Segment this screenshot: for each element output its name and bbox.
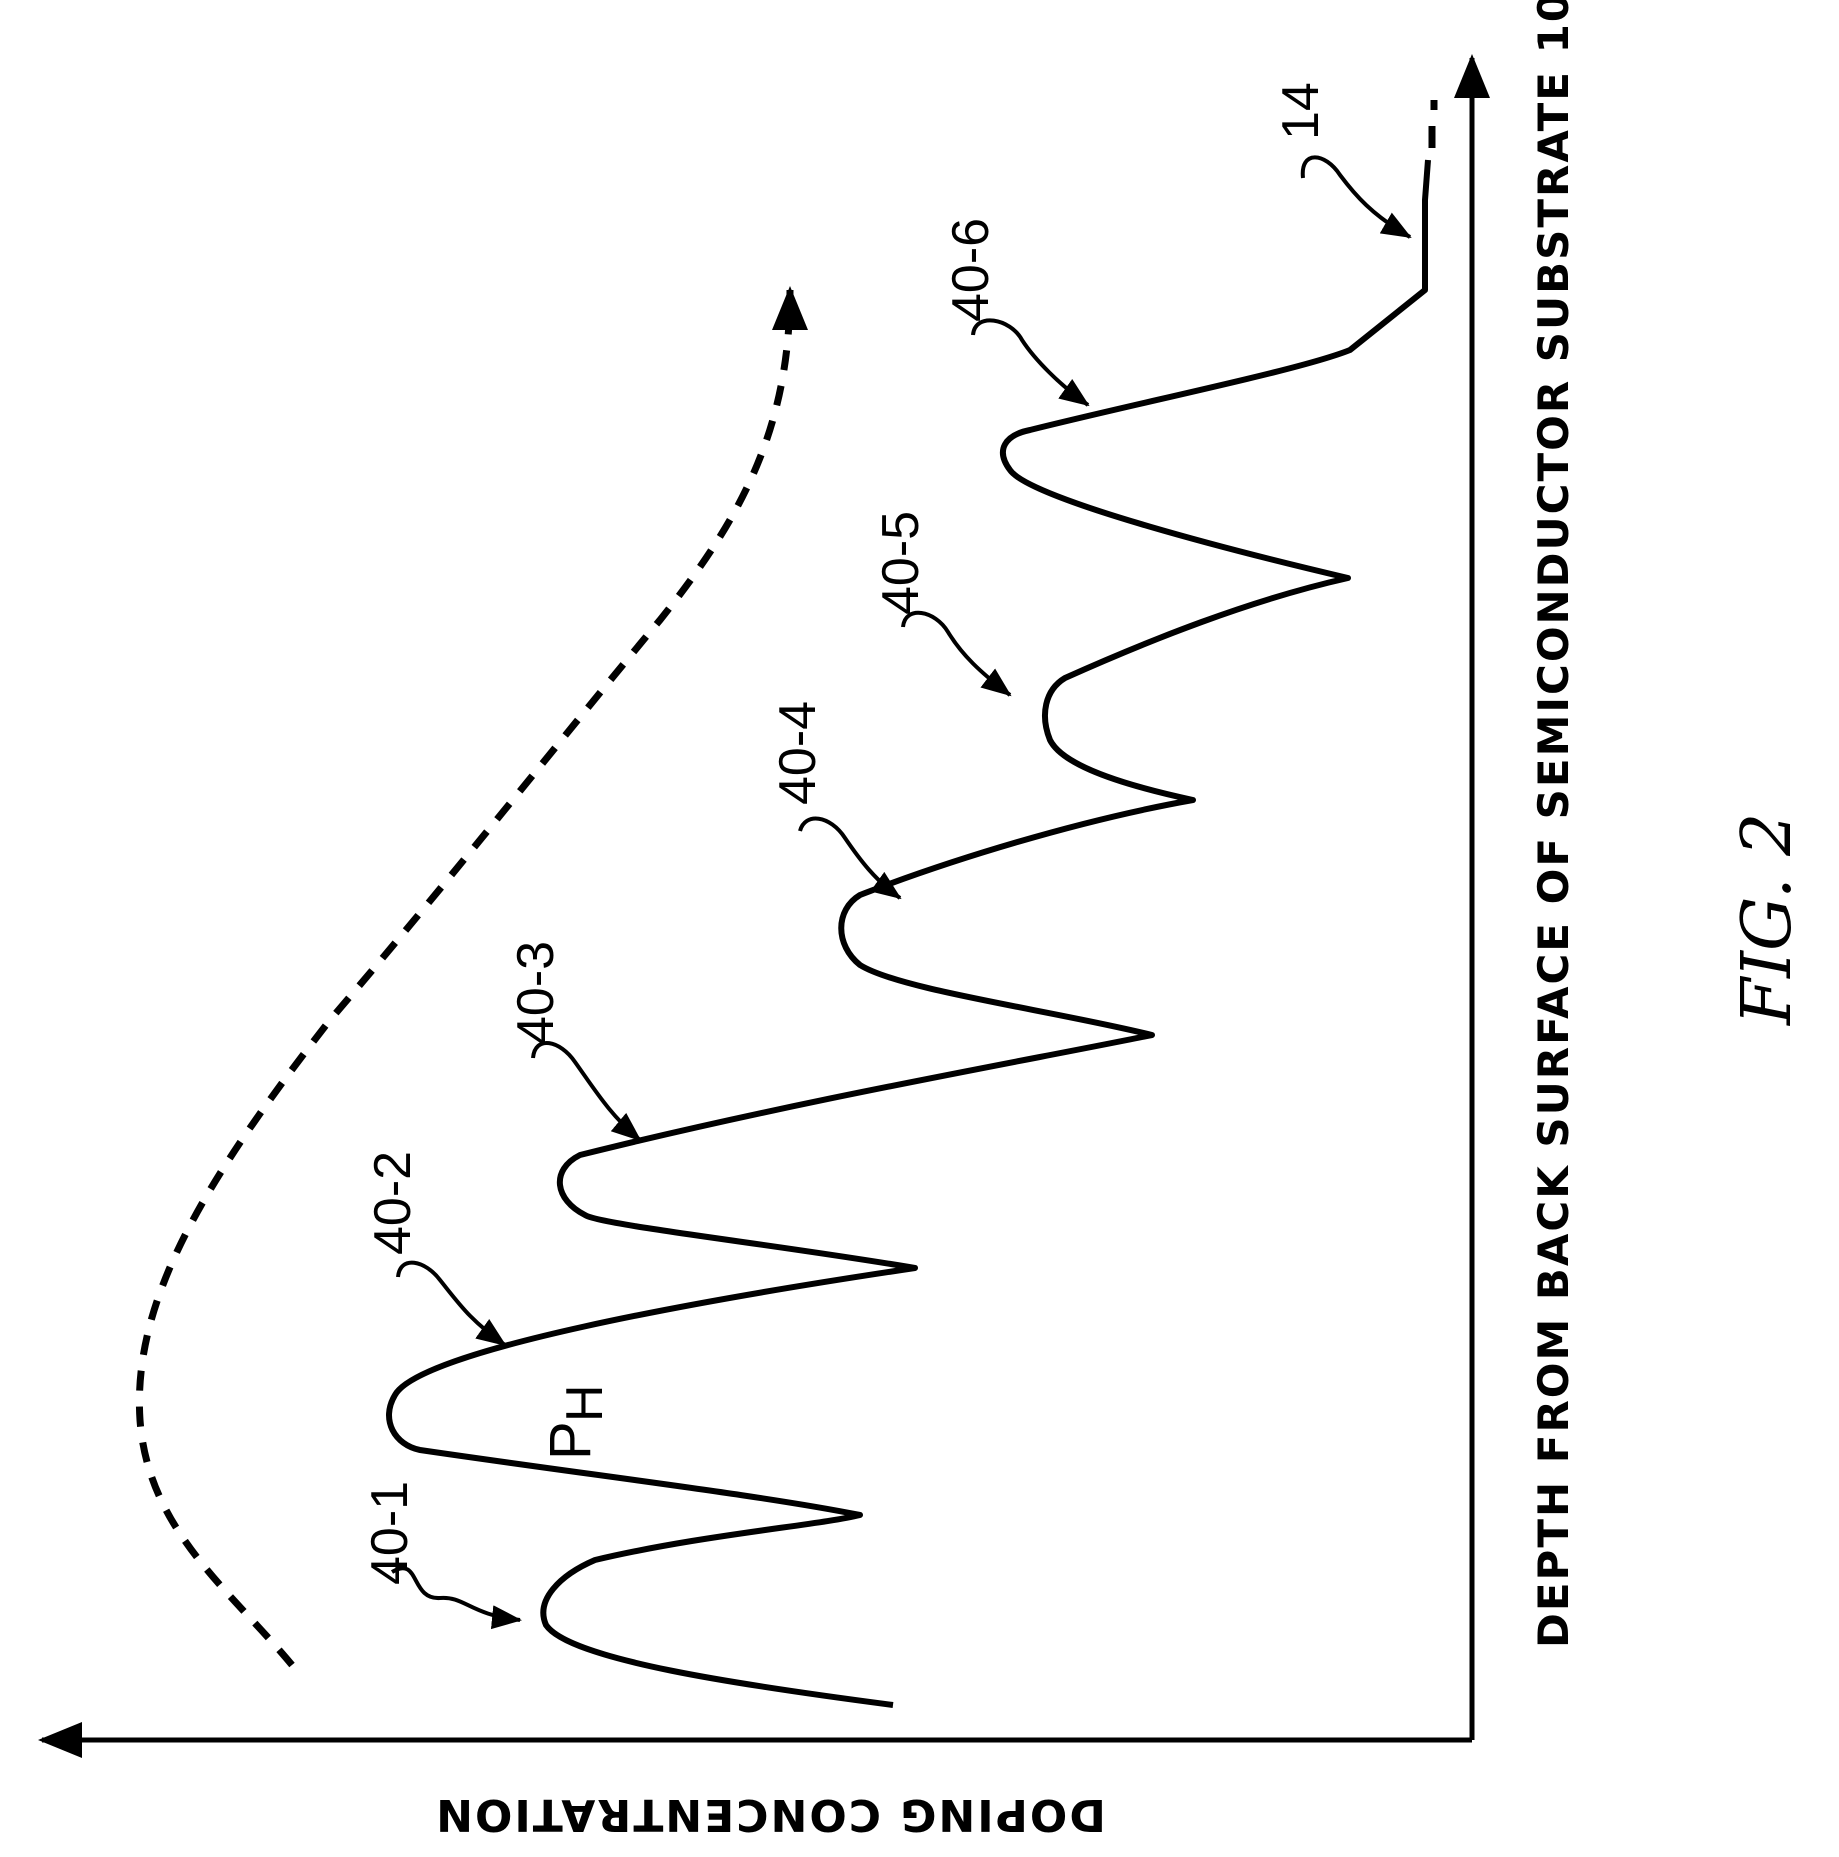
doping-profile-curve [386, 159, 1431, 1708]
depth-axis-title: DEPTH FROM BACK SURFACE OF SEMICONDUCTOR… [1529, 0, 1578, 1648]
label-14: 14 [1272, 82, 1330, 140]
peak-h-label: P H [538, 1384, 614, 1460]
figure-caption: FIG. 2 [1728, 813, 1807, 1027]
concentration-axis-title: DOPING CONCENTRATION [434, 1789, 1106, 1840]
label-40-4: 40-4 [769, 701, 827, 805]
leader-40-1 [390, 1566, 522, 1630]
peak-h-subscript: H [556, 1384, 614, 1422]
label-40-2: 40-2 [364, 1151, 422, 1255]
label-40-6: 40-6 [942, 218, 1000, 322]
leader-40-3 [531, 1040, 642, 1142]
label-40-1: 40-1 [361, 1481, 419, 1585]
dashed-envelope-curve [135, 286, 808, 1668]
peak-h-main: P [538, 1421, 603, 1460]
label-40-3: 40-3 [507, 941, 565, 1045]
leader-40-4 [798, 816, 902, 900]
leader-40-6 [971, 318, 1090, 407]
leader-40-2 [396, 1260, 507, 1347]
leader-40-5 [901, 610, 1012, 697]
label-40-5: 40-5 [872, 511, 930, 615]
leader-14 [1300, 155, 1412, 239]
